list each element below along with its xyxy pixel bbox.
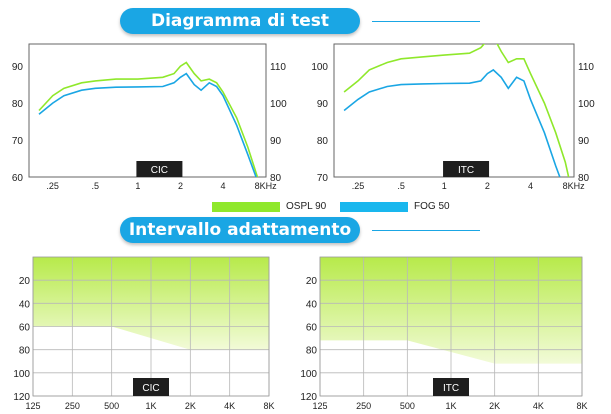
x-tick-label: .5: [397, 181, 405, 191]
y-tick-label: 40: [306, 299, 318, 310]
y-right-tick-label: 80: [578, 173, 590, 184]
y-right-tick-label: 80: [270, 173, 282, 184]
series-line-ospl-90: [343, 44, 570, 177]
y-tick-label: 40: [19, 299, 31, 310]
x-tick-label: 4: [528, 181, 533, 191]
type-badge-label: ITC: [443, 383, 459, 394]
x-tick-label: 125: [312, 401, 327, 411]
type-badge: [443, 161, 490, 177]
x-tick-label: 1: [135, 181, 140, 191]
x-tick-label: 8KHz: [255, 181, 278, 191]
y-right-tick-label: 110: [578, 62, 594, 73]
type-badge-label: CIC: [142, 383, 159, 394]
x-tick-label: 2K: [489, 401, 500, 411]
x-tick-label: 1: [442, 181, 447, 191]
x-tick-label: 4K: [533, 401, 544, 411]
x-tick-label: 250: [65, 401, 80, 411]
y-right-tick-label: 90: [270, 136, 282, 147]
y-tick-label: 60: [306, 323, 318, 334]
test-chart-cic: 60 70 80 90 80 90 100 110 .25 .5 1 2 4 8KHz CIC: [12, 43, 287, 191]
x-tick-label: 2K: [185, 401, 196, 411]
y-tick-label: 20: [306, 276, 318, 287]
x-tick-label: .25: [352, 181, 365, 191]
y-left-tick-label: 80: [12, 99, 24, 110]
x-tick-label: 8K: [576, 401, 587, 411]
x-tick-label: .25: [46, 181, 59, 191]
y-left-tick-label: 70: [12, 136, 24, 147]
x-tick-label: 500: [400, 401, 415, 411]
test-chart-itc: 70 80 90 100 80 90 100 110 .25 .5 1 2 4 8KHz ITC: [311, 43, 595, 191]
y-tick-label: 80: [19, 346, 31, 357]
y-tick-label: 120: [13, 392, 30, 403]
x-tick-label: 500: [104, 401, 119, 411]
y-right-tick-label: 110: [270, 62, 286, 73]
legend-label-fog: FOG 50: [414, 201, 450, 212]
legend-label-ospl: OSPL 90: [286, 201, 327, 212]
legend-fog: FOG 50: [340, 201, 450, 212]
y-right-tick-label: 100: [270, 99, 287, 110]
plot-frame: [28, 43, 267, 178]
y-tick-label: 20: [19, 276, 31, 287]
type-badge-label: CIC: [151, 165, 168, 176]
plot-frame: [333, 43, 575, 178]
series-line-ospl-90: [38, 61, 259, 177]
x-tick-label: 2: [485, 181, 490, 191]
legend-swatch-fog: [340, 201, 408, 212]
y-tick-label: 80: [306, 346, 318, 357]
legend-swatch-ospl: [212, 201, 280, 212]
section-title-fitting-range: Intervallo adattamento: [120, 217, 360, 243]
x-tick-label: 1K: [145, 401, 156, 411]
y-left-tick-label: 90: [317, 99, 329, 110]
series-line-fog-50: [343, 68, 561, 177]
y-tick-label: 60: [19, 323, 31, 334]
type-badge: [433, 378, 469, 396]
header-rule-2: [372, 230, 480, 231]
y-left-tick-label: 90: [12, 62, 24, 73]
y-left-tick-label: 60: [12, 173, 24, 184]
x-tick-label: 125: [25, 401, 40, 411]
header-rule: [372, 21, 480, 22]
x-tick-label: 4: [221, 181, 226, 191]
series-line-fog-50: [38, 72, 257, 177]
x-tick-label: 8K: [263, 401, 274, 411]
y-right-tick-label: 90: [578, 136, 590, 147]
section-title-test-diagram: Diagramma di test: [120, 8, 360, 34]
y-left-tick-label: 100: [311, 62, 328, 73]
x-tick-label: 4K: [224, 401, 235, 411]
legend-ospl: OSPL 90: [212, 201, 326, 212]
x-tick-label: 8KHz: [563, 181, 586, 191]
x-tick-label: 250: [356, 401, 371, 411]
x-tick-label: 2: [178, 181, 183, 191]
x-tick-label: 1K: [445, 401, 456, 411]
x-tick-label: .5: [92, 181, 100, 191]
type-badge: [133, 378, 169, 396]
y-tick-label: 100: [300, 369, 317, 380]
y-left-tick-label: 70: [317, 173, 329, 184]
y-left-tick-label: 80: [317, 136, 329, 147]
type-badge-label: ITC: [458, 165, 474, 176]
y-tick-label: 100: [13, 369, 30, 380]
y-tick-label: 120: [300, 392, 317, 403]
type-badge: [136, 161, 183, 177]
y-right-tick-label: 100: [578, 99, 595, 110]
